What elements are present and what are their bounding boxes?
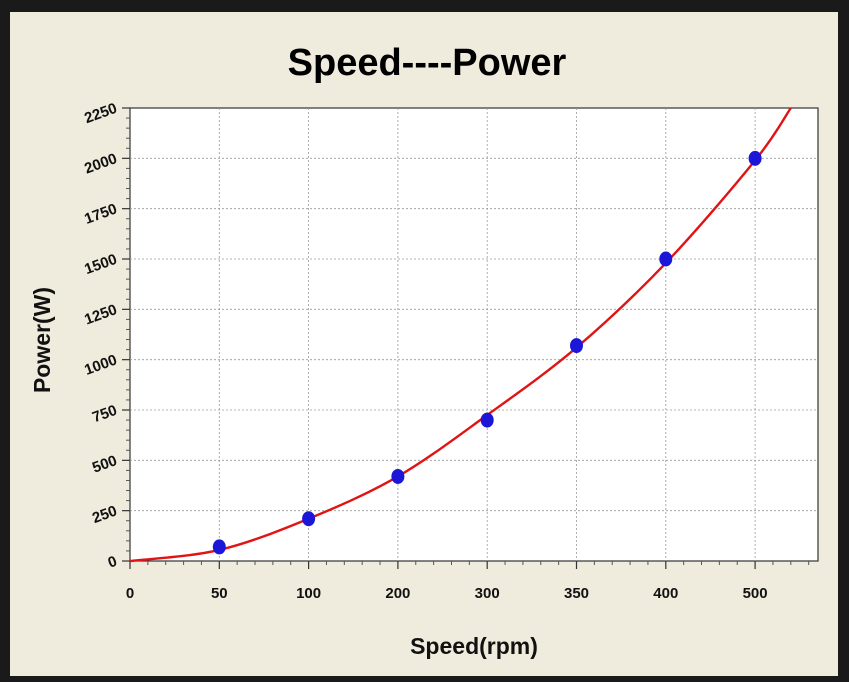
y-axis-label: Power(W) [29, 287, 55, 393]
x-tick-label: 0 [126, 585, 134, 602]
data-point [748, 150, 762, 166]
y-tick-label: 1500 [82, 251, 119, 278]
x-tick-label: 500 [743, 585, 768, 602]
x-tick-label: 50 [211, 585, 228, 602]
x-tick-label: 300 [475, 585, 500, 602]
x-tick-label: 200 [385, 585, 410, 602]
x-tick-label: 400 [653, 585, 678, 602]
data-point [659, 251, 673, 267]
y-tick-label: 1750 [82, 200, 119, 227]
y-tick-label: 750 [90, 402, 119, 427]
grid [130, 108, 818, 561]
chart-title: Speed----Power [288, 42, 567, 84]
y-tick-label: 0 [106, 553, 120, 572]
y-tick-label: 500 [90, 452, 119, 477]
x-axis-label: Speed(rpm) [410, 633, 538, 659]
x-axis-ticks: 0 50 100 200 300 350 400 500 [126, 585, 768, 602]
data-point [480, 412, 494, 428]
y-tick-label: 1250 [82, 301, 119, 328]
y-tick-label: 250 [90, 502, 119, 527]
x-tick-label: 350 [564, 585, 589, 602]
data-point [391, 468, 405, 484]
y-tick-label: 2000 [82, 150, 119, 177]
data-point [570, 338, 583, 354]
plot-area [129, 107, 819, 562]
y-tick-label: 2250 [82, 100, 119, 127]
data-point [212, 539, 226, 555]
data-point [302, 511, 316, 527]
x-tick-label: 100 [296, 585, 321, 602]
y-axis-ticks: 0 250 500 750 1000 1250 1500 1750 2000 2250 [82, 100, 119, 572]
y-tick-label: 1000 [82, 351, 119, 378]
data-points [212, 150, 762, 555]
axes [122, 107, 810, 569]
